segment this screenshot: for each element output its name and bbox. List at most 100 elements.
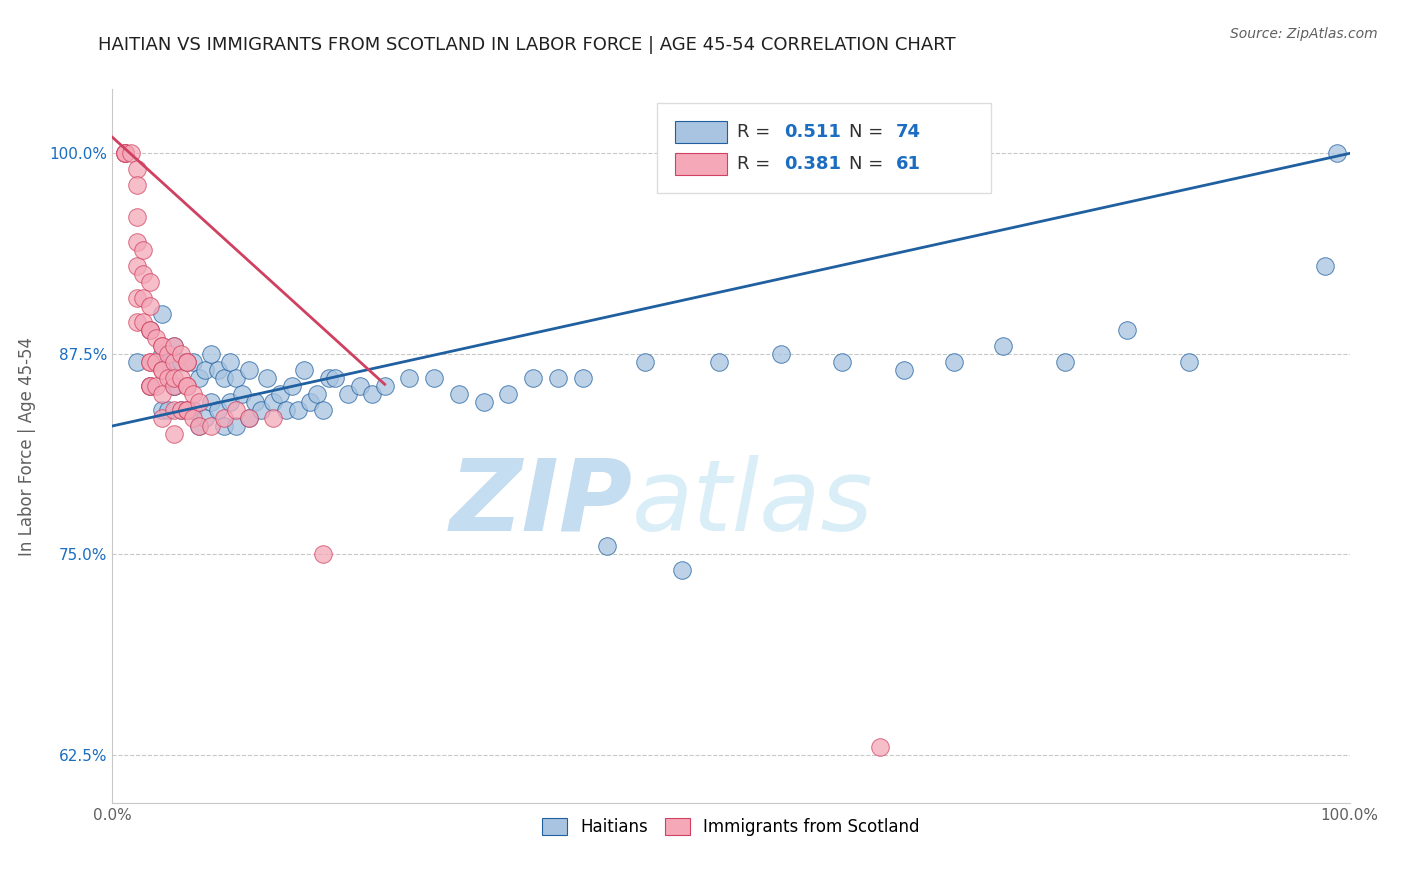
- Point: [176, 403, 198, 417]
- Point: [127, 235, 149, 249]
- Point: [157, 371, 180, 385]
- Text: Source: ZipAtlas.com: Source: ZipAtlas.com: [1230, 27, 1378, 41]
- Point: [138, 379, 160, 393]
- Point: [671, 563, 693, 577]
- Point: [163, 355, 186, 369]
- Point: [138, 275, 160, 289]
- Point: [423, 371, 446, 385]
- Point: [169, 355, 191, 369]
- Point: [194, 411, 217, 425]
- Point: [571, 371, 593, 385]
- Point: [150, 411, 173, 425]
- FancyBboxPatch shape: [657, 103, 991, 193]
- Point: [138, 355, 160, 369]
- Point: [176, 379, 198, 393]
- Point: [207, 363, 229, 377]
- Point: [114, 146, 136, 161]
- Point: [127, 259, 149, 273]
- Point: [472, 395, 495, 409]
- Point: [169, 403, 191, 417]
- Point: [169, 347, 191, 361]
- Point: [769, 347, 792, 361]
- Point: [1178, 355, 1201, 369]
- Point: [163, 403, 186, 417]
- Point: [127, 211, 149, 225]
- Point: [318, 371, 340, 385]
- Point: [212, 371, 235, 385]
- Point: [114, 146, 136, 161]
- Point: [150, 339, 173, 353]
- Point: [114, 146, 136, 161]
- Text: HAITIAN VS IMMIGRANTS FROM SCOTLAND IN LABOR FORCE | AGE 45-54 CORRELATION CHART: HAITIAN VS IMMIGRANTS FROM SCOTLAND IN L…: [98, 36, 956, 54]
- Point: [181, 411, 204, 425]
- Point: [138, 379, 160, 393]
- Point: [292, 363, 315, 377]
- Point: [127, 315, 149, 329]
- Point: [138, 299, 160, 313]
- Point: [150, 363, 173, 377]
- Point: [250, 403, 273, 417]
- Point: [176, 379, 198, 393]
- Point: [150, 339, 173, 353]
- Point: [200, 395, 222, 409]
- Point: [176, 355, 198, 369]
- Point: [831, 355, 853, 369]
- Point: [200, 347, 222, 361]
- Point: [127, 162, 149, 177]
- Point: [150, 307, 173, 321]
- Point: [219, 395, 242, 409]
- Point: [299, 395, 322, 409]
- Text: 0.511: 0.511: [785, 123, 841, 141]
- Y-axis label: In Labor Force | Age 45-54: In Labor Force | Age 45-54: [18, 336, 35, 556]
- Point: [176, 403, 198, 417]
- Point: [163, 339, 186, 353]
- Point: [138, 323, 160, 337]
- Point: [181, 403, 204, 417]
- Point: [256, 371, 278, 385]
- Point: [163, 379, 186, 393]
- Point: [1054, 355, 1077, 369]
- Point: [176, 403, 198, 417]
- Point: [188, 419, 211, 434]
- Point: [138, 323, 160, 337]
- Point: [238, 411, 260, 425]
- Point: [262, 395, 284, 409]
- Point: [349, 379, 371, 393]
- Point: [243, 395, 266, 409]
- Point: [633, 355, 655, 369]
- Point: [132, 267, 155, 281]
- Point: [707, 355, 730, 369]
- Point: [219, 355, 242, 369]
- Point: [145, 331, 167, 345]
- Text: 0.381: 0.381: [785, 155, 841, 173]
- Text: N =: N =: [849, 155, 889, 173]
- Point: [145, 355, 167, 369]
- Point: [188, 395, 211, 409]
- Point: [169, 371, 191, 385]
- Text: R =: R =: [737, 123, 776, 141]
- Point: [1313, 259, 1336, 273]
- Point: [374, 379, 396, 393]
- Point: [150, 363, 173, 377]
- Text: 61: 61: [896, 155, 921, 173]
- Point: [238, 363, 260, 377]
- Point: [336, 387, 359, 401]
- Point: [127, 355, 149, 369]
- Point: [287, 403, 309, 417]
- Point: [1326, 146, 1348, 161]
- Point: [188, 371, 211, 385]
- Point: [312, 403, 335, 417]
- Point: [869, 739, 891, 754]
- Point: [238, 411, 260, 425]
- FancyBboxPatch shape: [675, 153, 727, 175]
- Point: [127, 178, 149, 193]
- Point: [942, 355, 965, 369]
- Point: [361, 387, 384, 401]
- Point: [274, 403, 297, 417]
- Point: [447, 387, 470, 401]
- Point: [281, 379, 304, 393]
- Text: R =: R =: [737, 155, 776, 173]
- Point: [188, 419, 211, 434]
- Point: [225, 403, 247, 417]
- Point: [200, 419, 222, 434]
